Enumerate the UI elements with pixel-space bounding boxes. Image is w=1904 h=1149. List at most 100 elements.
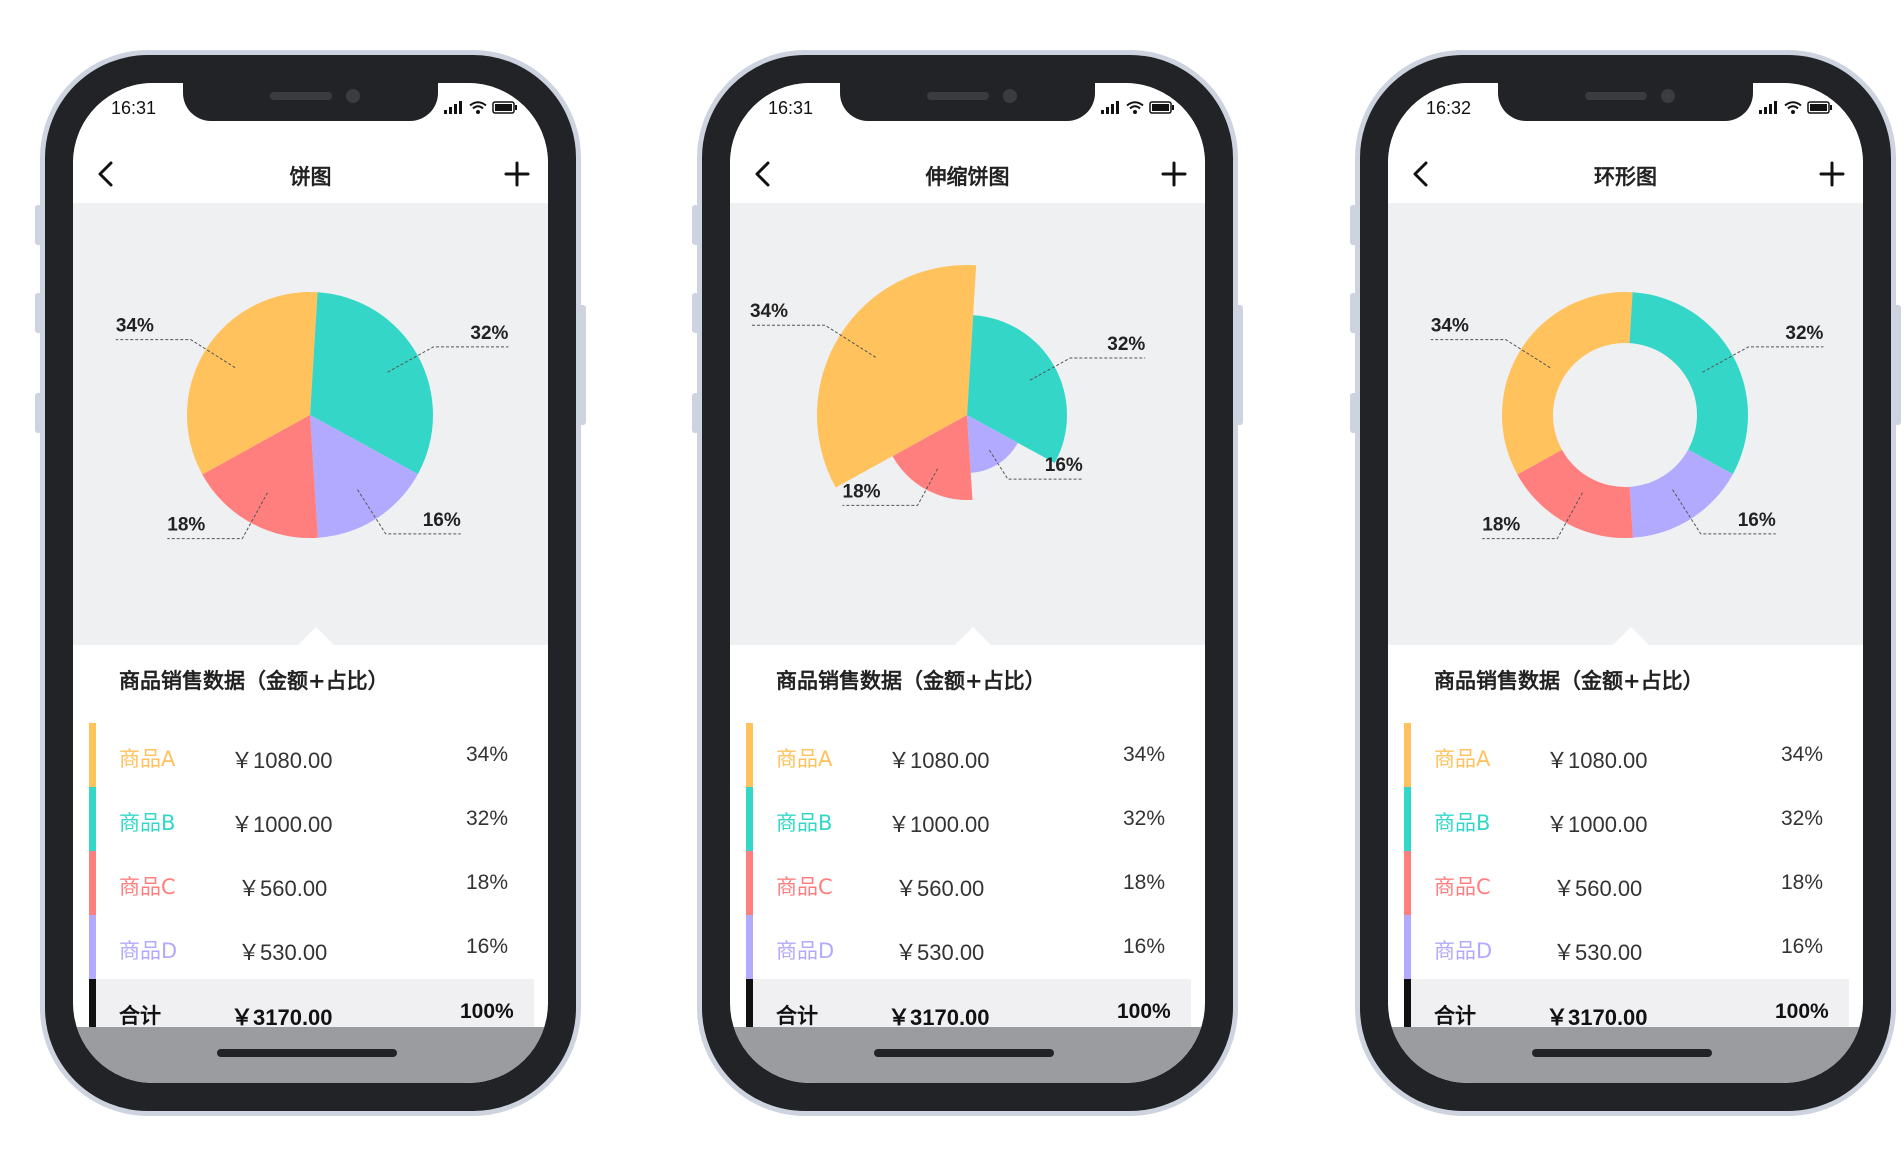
home-bar-area bbox=[73, 1027, 548, 1083]
notch bbox=[183, 83, 438, 121]
slice-d[interactable] bbox=[310, 415, 418, 538]
table-row-a: 商品A ￥1080.00 34% bbox=[746, 723, 1191, 787]
slice-b[interactable] bbox=[1629, 292, 1748, 475]
row-amount: ￥1000.00 bbox=[888, 812, 990, 837]
wifi-icon bbox=[1126, 101, 1144, 114]
sales-table: 商品A ￥1080.00 34% 商品B ￥1000.00 32% 商品C ￥5… bbox=[746, 723, 1191, 1045]
speaker-icon bbox=[270, 92, 332, 100]
home-indicator[interactable] bbox=[217, 1049, 397, 1057]
table-row-c: 商品C ￥560.00 18% bbox=[89, 851, 534, 915]
row-percent: 34% bbox=[1781, 743, 1824, 766]
leader-line-d bbox=[1672, 489, 1776, 535]
slice-d[interactable] bbox=[1629, 449, 1733, 538]
slice-c[interactable] bbox=[202, 415, 318, 538]
leader-line-b bbox=[1029, 357, 1146, 381]
row-amount: ￥1080.00 bbox=[1546, 748, 1648, 773]
leader-line-d bbox=[989, 449, 1083, 480]
row-amount: ￥560.00 bbox=[1553, 876, 1643, 901]
add-button[interactable] bbox=[500, 157, 534, 191]
chevron-left-icon bbox=[1413, 161, 1428, 187]
leader-line-c bbox=[842, 468, 939, 506]
slice-b[interactable] bbox=[310, 292, 433, 475]
data-label-c: 18% bbox=[167, 515, 205, 536]
data-label-c: 18% bbox=[843, 481, 881, 502]
table-row-c: 商品C ￥560.00 18% bbox=[1404, 851, 1849, 915]
speaker-icon bbox=[927, 92, 989, 100]
add-button[interactable] bbox=[1815, 157, 1849, 191]
battery-icon bbox=[1149, 101, 1174, 114]
row-name: 商品B bbox=[776, 811, 833, 835]
total-amount: ￥3170.00 bbox=[231, 1005, 333, 1030]
data-label-d: 16% bbox=[1738, 510, 1776, 531]
row-percent: 18% bbox=[1123, 871, 1166, 894]
battery-icon bbox=[1807, 101, 1832, 114]
data-label-a: 34% bbox=[750, 301, 788, 322]
row-amount: ￥560.00 bbox=[895, 876, 985, 901]
back-button[interactable] bbox=[1406, 157, 1438, 191]
donut-chart: 32% 16% 18% 34% bbox=[1430, 292, 1824, 540]
status-icons bbox=[1101, 101, 1175, 114]
table-row-d: 商品D ￥530.00 16% bbox=[89, 915, 534, 979]
home-bar-area bbox=[730, 1027, 1205, 1083]
row-percent: 34% bbox=[1123, 743, 1166, 766]
slice-a[interactable] bbox=[186, 292, 318, 475]
row-amount: ￥530.00 bbox=[895, 940, 985, 965]
phone-3: 16:32 环形图 32% 16% 18% 34% 商品销售 bbox=[1350, 50, 1901, 1116]
total-amount: ￥3170.00 bbox=[1546, 1005, 1648, 1030]
table-title: 商品销售数据（金额+占比） bbox=[119, 669, 389, 693]
row-percent: 16% bbox=[1781, 935, 1824, 958]
table-row-b: 商品B ￥1000.00 32% bbox=[1404, 787, 1849, 851]
status-icons bbox=[1759, 101, 1833, 114]
pie-chart: 32% 16% 18% 34% bbox=[115, 292, 509, 540]
total-percent: 100% bbox=[460, 1000, 514, 1023]
leader-line-a bbox=[115, 339, 236, 369]
row-amount: ￥530.00 bbox=[238, 940, 328, 965]
leader-line-c bbox=[167, 492, 268, 540]
variable-radius-pie-chart: 32% 16% 18% 34% bbox=[749, 265, 1146, 506]
back-button[interactable] bbox=[748, 157, 780, 191]
nav-bar: 伸缩饼图 bbox=[730, 145, 1205, 203]
chart-area: 32% 16% 18% 34% bbox=[1388, 203, 1863, 645]
signal-icon bbox=[1759, 101, 1777, 114]
row-name: 商品A bbox=[1434, 747, 1491, 771]
home-indicator[interactable] bbox=[874, 1049, 1054, 1057]
data-label-d: 16% bbox=[423, 510, 461, 531]
camera-icon bbox=[346, 89, 360, 103]
leader-line-a bbox=[749, 324, 876, 358]
data-label-a: 34% bbox=[1431, 316, 1469, 337]
table-title: 商品销售数据（金额+占比） bbox=[1434, 669, 1704, 693]
notch bbox=[840, 83, 1095, 121]
sales-table: 商品A ￥1080.00 34% 商品B ￥1000.00 32% 商品C ￥5… bbox=[89, 723, 534, 1045]
slice-c[interactable] bbox=[1517, 449, 1633, 538]
total-percent: 100% bbox=[1775, 1000, 1829, 1023]
plus-icon bbox=[1161, 161, 1187, 187]
add-button[interactable] bbox=[1157, 157, 1191, 191]
row-percent: 32% bbox=[466, 807, 509, 830]
data-label-d: 16% bbox=[1045, 455, 1083, 476]
leader-line-b bbox=[1702, 346, 1824, 373]
leader-line-b bbox=[387, 346, 509, 373]
table-row-c: 商品C ￥560.00 18% bbox=[746, 851, 1191, 915]
status-bar: 16:32 bbox=[1388, 83, 1863, 145]
row-percent: 32% bbox=[1123, 807, 1166, 830]
page-title: 饼图 bbox=[289, 165, 332, 189]
slice-c[interactable] bbox=[892, 415, 973, 500]
slice-b[interactable] bbox=[967, 315, 1067, 464]
slice-a[interactable] bbox=[1502, 292, 1633, 475]
home-indicator[interactable] bbox=[1532, 1049, 1712, 1057]
row-name: 商品D bbox=[776, 939, 835, 963]
table-row-d: 商品D ￥530.00 16% bbox=[746, 915, 1191, 979]
slice-a[interactable] bbox=[817, 265, 977, 488]
chart-area: 32% 16% 18% 34% bbox=[73, 203, 548, 645]
notch bbox=[1498, 83, 1753, 121]
slice-d[interactable] bbox=[967, 415, 1018, 473]
wifi-icon bbox=[469, 101, 487, 114]
back-button[interactable] bbox=[91, 157, 123, 191]
phone-screen: 16:32 环形图 32% 16% 18% 34% 商品销售 bbox=[1388, 83, 1863, 1083]
row-name: 商品D bbox=[1434, 939, 1493, 963]
total-percent: 100% bbox=[1117, 1000, 1171, 1023]
row-amount: ￥530.00 bbox=[1553, 940, 1643, 965]
chart-pointer bbox=[296, 627, 336, 647]
row-amount: ￥1080.00 bbox=[888, 748, 990, 773]
